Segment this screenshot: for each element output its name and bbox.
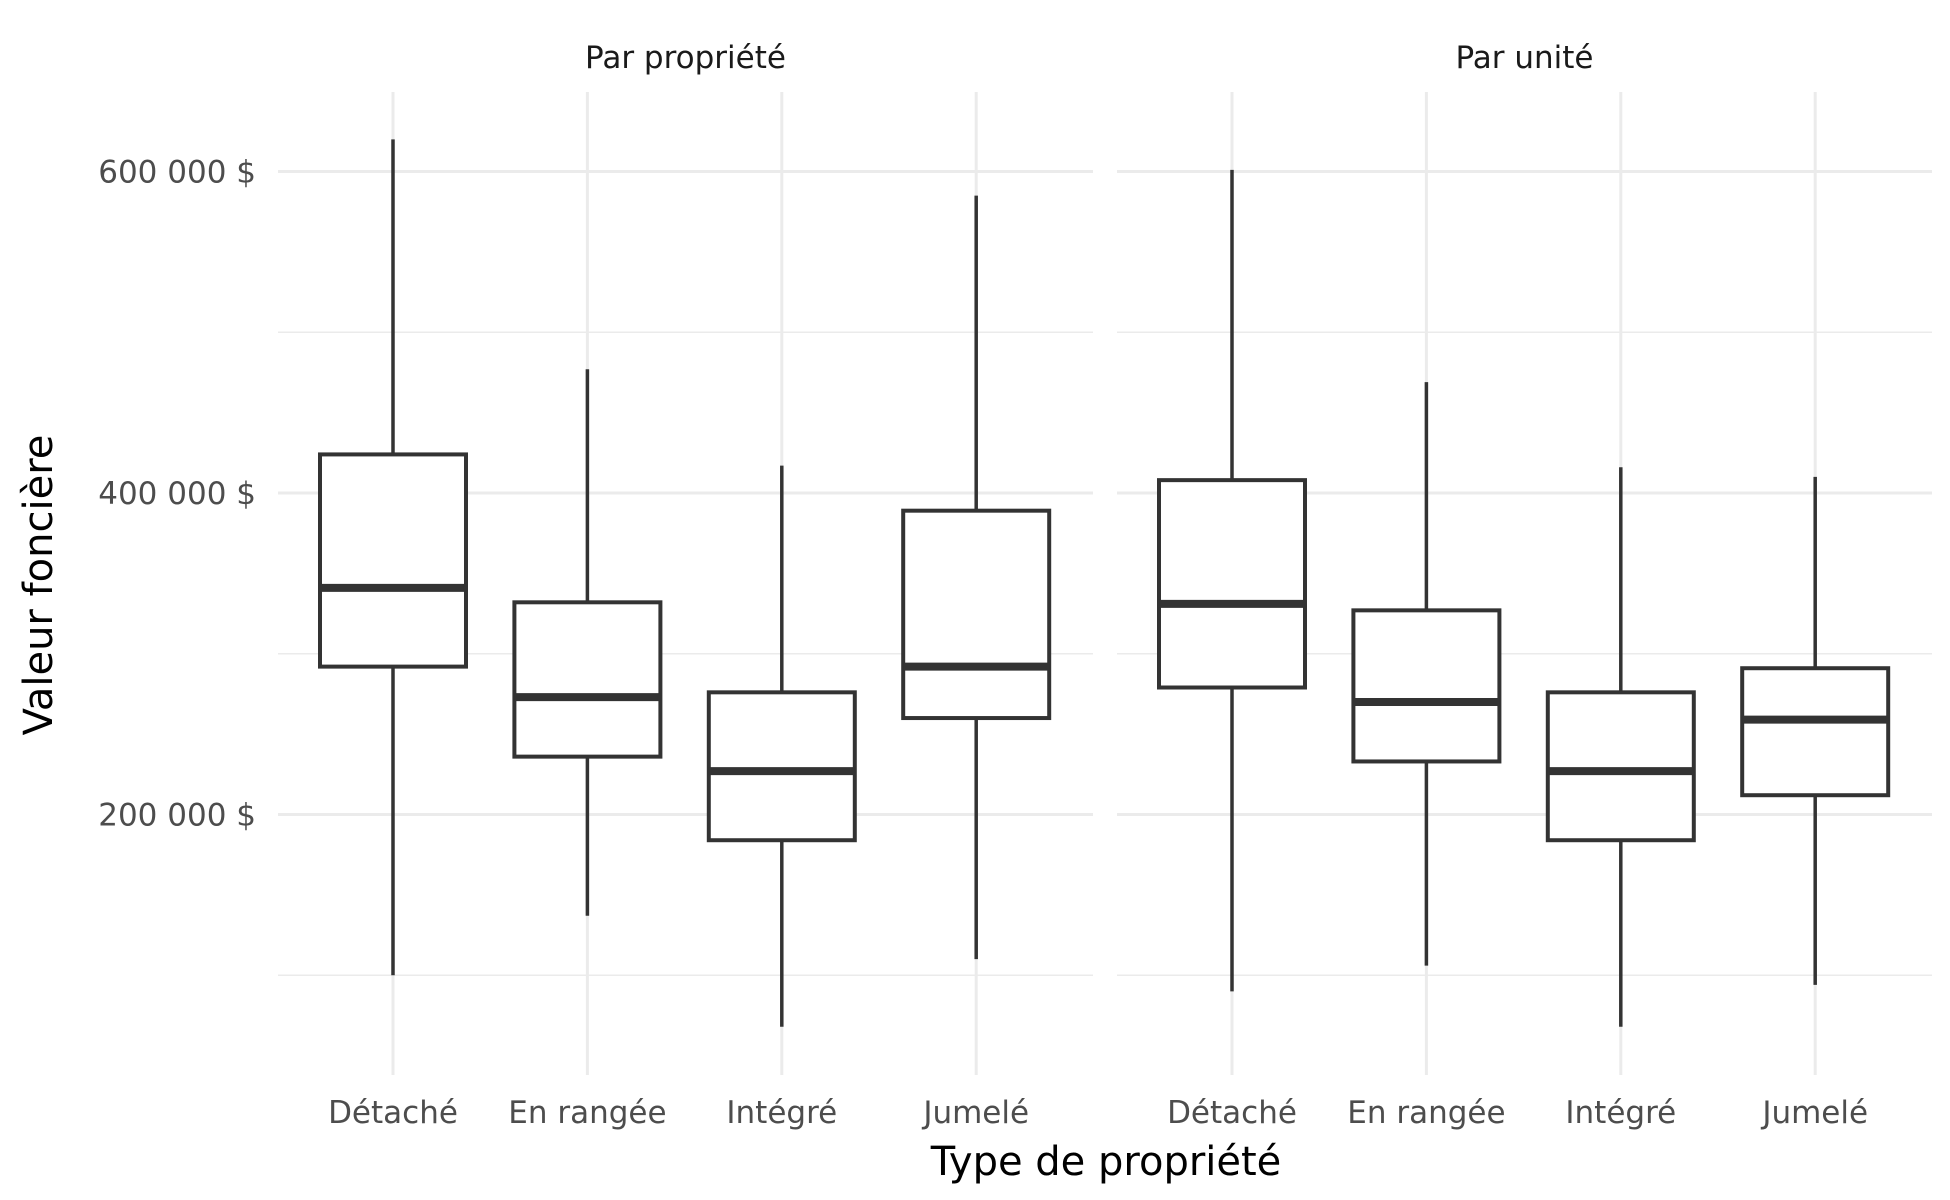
boxes [318,139,1891,1027]
box-En rangée [1351,382,1502,966]
x-tick-label: Jumelé [921,1095,1029,1131]
x-axis-title: Type de propriété [930,1139,1282,1185]
box-Intégré [1545,467,1696,1027]
x-tick-label: Intégré [726,1095,837,1131]
y-axis-title: Valeur foncière [16,435,62,736]
grid-lines [278,92,1932,1075]
box-Jumelé [1740,476,1891,985]
x-tick-label: En rangée [508,1095,666,1131]
box-iqr [1740,666,1891,798]
box-iqr [1351,608,1502,764]
box-Détaché [1157,169,1307,992]
box-iqr [901,508,1052,721]
x-axis: Détaché En rangée Intégré Jumelé Détaché En r… [328,1095,1868,1131]
y-axis: 200 000 $ 400 000 $ 600 000 $ [98,155,256,834]
y-tick-label: 200 000 $ [98,798,256,834]
x-tick-label: Intégré [1565,1095,1676,1131]
box-iqr [1545,690,1696,843]
box-iqr [706,690,857,843]
x-tick-label: Détaché [328,1095,458,1131]
box-En rangée [512,369,663,916]
box-iqr [318,452,468,669]
panel-title: Par propriété [585,40,786,76]
y-tick-label: 600 000 $ [98,155,256,191]
box-iqr [1157,478,1307,690]
x-tick-label: Jumelé [1760,1095,1868,1131]
box-Détaché [318,139,468,976]
box-iqr [512,600,663,759]
box-Intégré [706,465,857,1027]
x-tick-label: Détaché [1167,1095,1297,1131]
panel-titles: Par propriété Par unité [585,40,1594,76]
box-Jumelé [901,195,1052,960]
y-tick-label: 400 000 $ [98,476,256,512]
x-tick-label: En rangée [1347,1095,1505,1131]
panel-title: Par unité [1455,40,1593,76]
